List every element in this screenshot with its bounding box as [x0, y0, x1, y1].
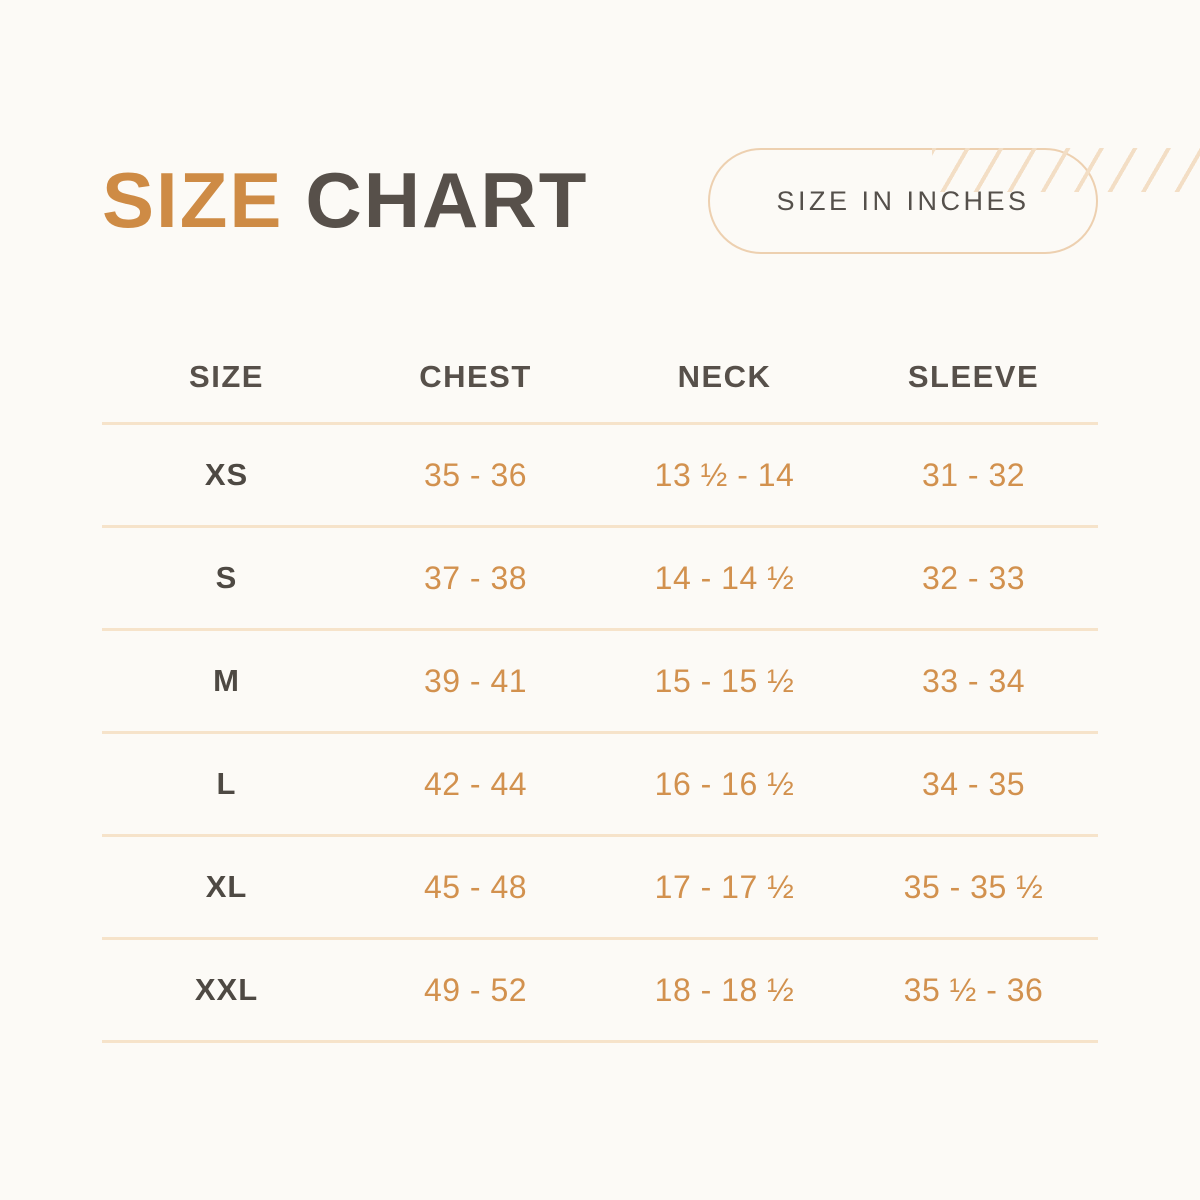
neck-value: 18 - 18 ½	[654, 971, 795, 1008]
size-label: XL	[205, 869, 248, 904]
chest-value: 49 - 52	[423, 971, 528, 1008]
size-label: S	[215, 560, 238, 595]
page-title: SIZE CHART	[102, 156, 589, 245]
diagonal-stripes-decoration-top-right	[932, 148, 1200, 192]
chest-value: 37 - 38	[423, 559, 528, 596]
chest-value: 42 - 44	[423, 765, 528, 802]
size-label: M	[213, 663, 240, 698]
chest-value: 39 - 41	[423, 662, 528, 699]
page-title-rest: CHART	[305, 156, 589, 245]
header-row: SIZE CHART SIZE IN INCHES	[102, 148, 1098, 254]
table-row-xxl: XXL 49 - 52 18 - 18 ½ 35 ½ - 36	[102, 940, 1098, 1043]
sleeve-value: 34 - 35	[921, 765, 1026, 802]
size-label: L	[216, 766, 237, 801]
table-header-row: SIZE CHEST NECK SLEEVE	[102, 332, 1098, 425]
table-row-xl: XL 45 - 48 17 - 17 ½ 35 - 35 ½	[102, 837, 1098, 940]
sleeve-value: 35 - 35 ½	[903, 868, 1044, 905]
table-row-m: M 39 - 41 15 - 15 ½ 33 - 34	[102, 631, 1098, 734]
neck-value: 16 - 16 ½	[654, 765, 795, 802]
table-row-l: L 42 - 44 16 - 16 ½ 34 - 35	[102, 734, 1098, 837]
sleeve-value: 31 - 32	[921, 456, 1026, 493]
sleeve-value: 35 ½ - 36	[903, 971, 1044, 1008]
neck-value: 13 ½ - 14	[654, 456, 795, 493]
chest-value: 45 - 48	[423, 868, 528, 905]
neck-value: 17 - 17 ½	[654, 868, 795, 905]
size-label: XS	[204, 457, 249, 492]
neck-value: 14 - 14 ½	[654, 559, 795, 596]
column-header-neck: NECK	[677, 359, 772, 394]
table-row-s: S 37 - 38 14 - 14 ½ 32 - 33	[102, 528, 1098, 631]
table-row-xs: XS 35 - 36 13 ½ - 14 31 - 32	[102, 425, 1098, 528]
sleeve-value: 33 - 34	[921, 662, 1026, 699]
column-header-chest: CHEST	[419, 359, 532, 394]
size-label: XXL	[194, 972, 259, 1007]
neck-value: 15 - 15 ½	[654, 662, 795, 699]
sleeve-value: 32 - 33	[921, 559, 1026, 596]
column-header-size: SIZE	[189, 359, 264, 394]
chest-value: 35 - 36	[423, 456, 528, 493]
page-title-accent: SIZE	[102, 156, 284, 245]
column-header-sleeve: SLEEVE	[907, 359, 1040, 394]
size-table: SIZE CHEST NECK SLEEVE XS 35 - 36 13 ½ -…	[102, 332, 1098, 1043]
size-chart-panel: SIZE CHART SIZE IN INCHES SIZE CHEST NEC…	[0, 148, 1200, 1043]
